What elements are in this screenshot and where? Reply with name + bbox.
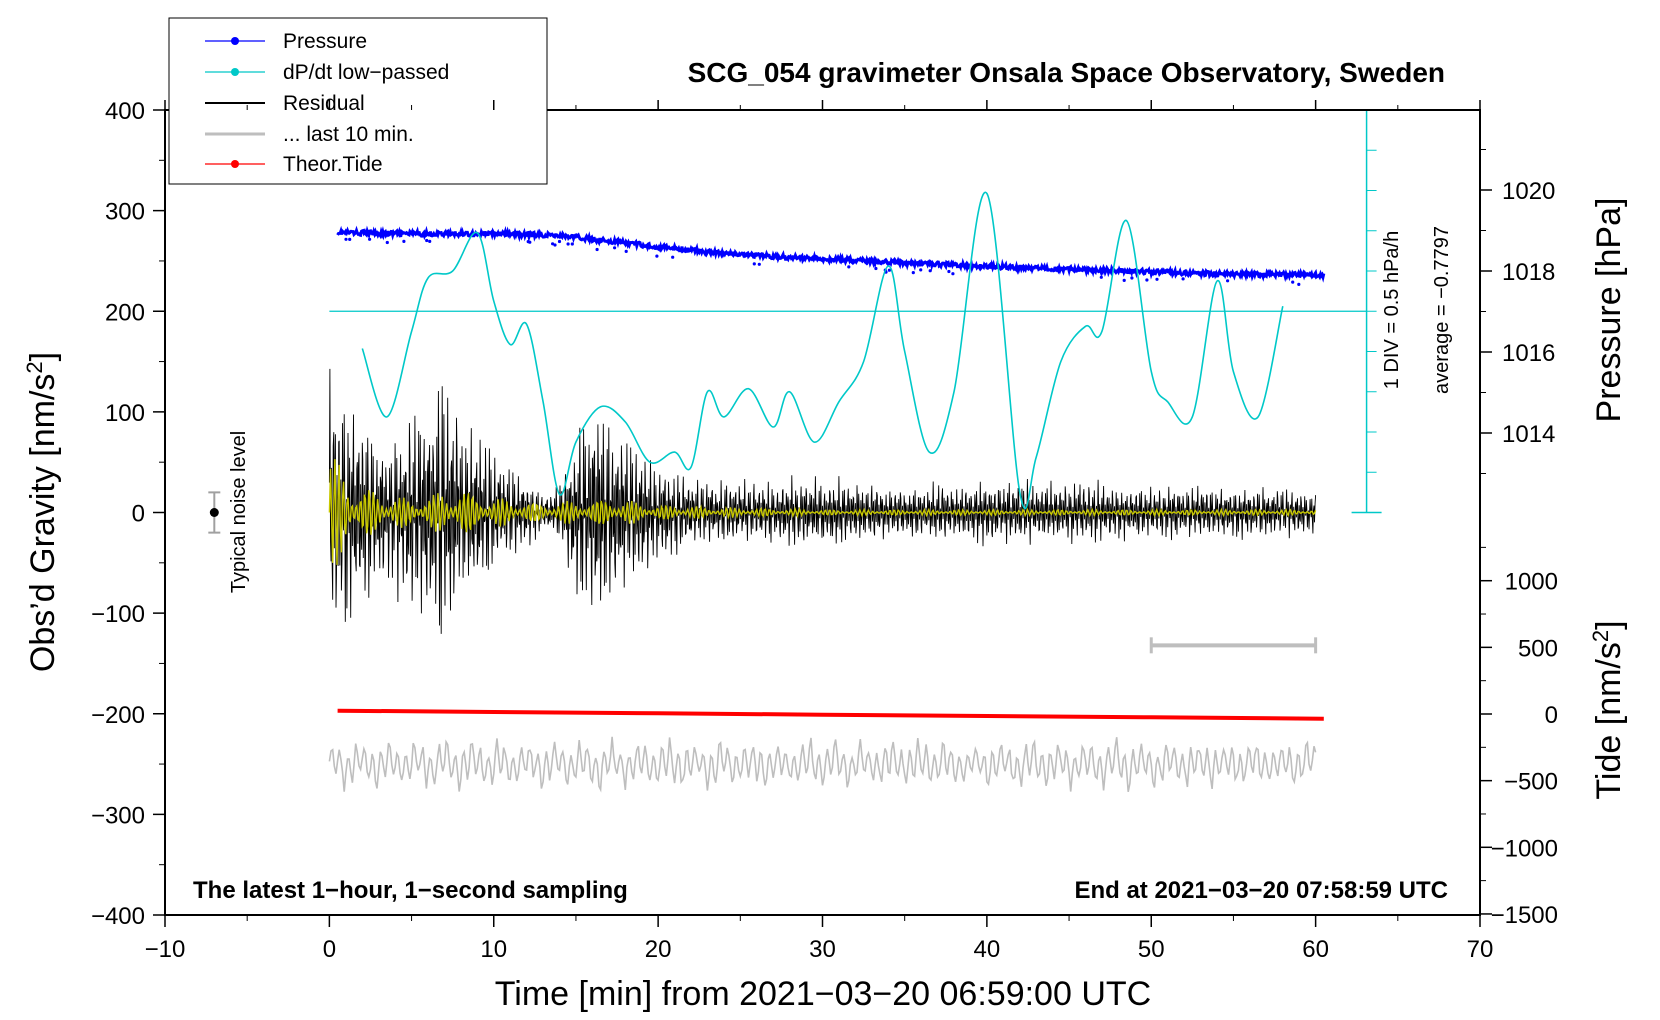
legend: Pressure dP/dt low−passed Residual ... l… bbox=[168, 17, 548, 185]
pressure-series bbox=[336, 225, 1326, 283]
pressure-point bbox=[911, 271, 915, 275]
pressure-point bbox=[887, 268, 892, 272]
pressure-point bbox=[428, 239, 432, 243]
residual-series bbox=[328, 368, 1317, 634]
pressure-point bbox=[385, 240, 389, 245]
noise-level-label: Typical noise level bbox=[228, 431, 250, 593]
pressure-point bbox=[595, 247, 599, 252]
x-tick-label: 20 bbox=[645, 936, 672, 963]
pressure-point bbox=[1297, 282, 1301, 286]
sampling-note: The latest 1−hour, 1−second sampling bbox=[193, 877, 628, 904]
y-left-tick-label: 200 bbox=[105, 299, 145, 326]
x-tick-label: 0 bbox=[323, 936, 336, 963]
y-left-tick-label: −300 bbox=[91, 802, 145, 829]
chart-title: SCG_054 gravimeter Onsala Space Observat… bbox=[688, 57, 1445, 88]
y-left-tick-label: −400 bbox=[91, 903, 145, 930]
y-tide-tick-label: 500 bbox=[1518, 635, 1558, 662]
pressure-point bbox=[566, 242, 570, 246]
pressure-point bbox=[1099, 275, 1103, 279]
legend-box bbox=[168, 17, 548, 185]
y-pressure-tick-label: 1020 bbox=[1502, 178, 1555, 205]
y-tide-tick-label: −1000 bbox=[1491, 835, 1558, 862]
pressure-point bbox=[757, 262, 761, 266]
y-tide-tick-label: −1500 bbox=[1491, 902, 1558, 929]
pressure-point bbox=[344, 237, 348, 241]
legend-entry-last10: ... last 10 min. bbox=[205, 123, 414, 146]
y-axis-label-pressure: Pressure [hPa] bbox=[1590, 198, 1628, 423]
x-tick-label: −10 bbox=[145, 936, 186, 963]
y-left-tick-label: 300 bbox=[105, 199, 145, 226]
tide-series bbox=[337, 708, 1324, 721]
x-tick-label: 70 bbox=[1467, 936, 1494, 963]
y-left-tick-label: 400 bbox=[105, 98, 145, 125]
pressure-point bbox=[1291, 280, 1295, 284]
noise-bar-dot bbox=[209, 508, 219, 517]
pressure-point bbox=[402, 239, 406, 243]
y-left-tick-label: 100 bbox=[105, 400, 145, 427]
pressure-point bbox=[1226, 279, 1230, 283]
y-tide-tick-label: 0 bbox=[1545, 702, 1558, 729]
filtered-residual-series bbox=[328, 459, 1317, 565]
pressure-point bbox=[624, 249, 628, 253]
pressure-point bbox=[874, 266, 878, 271]
pressure-point bbox=[919, 268, 923, 272]
end-time-note: End at 2021−03−20 07:58:59 UTC bbox=[1074, 877, 1448, 904]
legend-label-dpdt: dP/dt low−passed bbox=[283, 61, 449, 84]
legend-entry-tide: Theor.Tide bbox=[205, 153, 383, 176]
pressure-point bbox=[613, 246, 617, 250]
pressure-point bbox=[551, 242, 555, 246]
x-tick-label: 60 bbox=[1302, 936, 1329, 963]
pressure-point bbox=[1181, 277, 1185, 281]
y-left-tick-label: 0 bbox=[132, 501, 145, 528]
x-axis-label: Time [min] from 2021−03−20 06:59:00 UTC bbox=[495, 975, 1151, 1013]
pressure-point bbox=[947, 269, 951, 274]
pressure-point bbox=[951, 272, 955, 276]
x-tick-label: 50 bbox=[1138, 936, 1165, 963]
pressure-point bbox=[1122, 278, 1126, 282]
x-tick-label: 40 bbox=[974, 936, 1001, 963]
y-axis-label-left: Obs’d Gravity [nm/s2] bbox=[22, 352, 62, 672]
legend-entry-dpdt: dP/dt low−passed bbox=[205, 61, 449, 84]
pressure-point bbox=[368, 237, 372, 241]
y-tide-tick-label: 1000 bbox=[1505, 569, 1558, 596]
x-tick-label: 30 bbox=[809, 936, 836, 963]
pressure-point bbox=[570, 242, 574, 246]
pressure-point bbox=[526, 240, 530, 244]
legend-label-last10: ... last 10 min. bbox=[283, 123, 414, 146]
dpdt-scale-label: 1 DIV = 0.5 hPa/h bbox=[1381, 231, 1403, 389]
pressure-point bbox=[655, 254, 659, 258]
pressure-point bbox=[847, 265, 851, 269]
pressure-point bbox=[1155, 277, 1159, 281]
legend-label-residual: Residual bbox=[283, 92, 365, 115]
x-tick-label: 10 bbox=[480, 936, 507, 963]
dpdt-series bbox=[361, 191, 1284, 510]
pressure-point bbox=[348, 237, 352, 241]
y-tide-tick-label: −500 bbox=[1504, 769, 1558, 796]
y-pressure-tick-label: 1016 bbox=[1502, 340, 1555, 367]
legend-label-tide: Theor.Tide bbox=[283, 153, 383, 176]
last-10-min-series bbox=[328, 736, 1317, 793]
pressure-point bbox=[425, 238, 429, 243]
dpdt-average-label: average = −0.7797 bbox=[1431, 226, 1453, 394]
y-pressure-tick-label: 1018 bbox=[1502, 259, 1555, 286]
pressure-point bbox=[553, 243, 557, 247]
axes: −10 0 10 20 30 40 50 60 704003002001000−100−200−… bbox=[91, 98, 1558, 963]
y-pressure-tick-label: 1014 bbox=[1502, 421, 1555, 448]
legend-entry-pressure: Pressure bbox=[205, 30, 367, 53]
y-left-tick-label: −200 bbox=[91, 702, 145, 729]
pressure-point bbox=[1145, 278, 1149, 282]
pressure-point bbox=[671, 255, 675, 259]
y-axis-label-tide: Tide [nm/s2] bbox=[1588, 620, 1628, 799]
pressure-point bbox=[557, 239, 562, 244]
pressure-point bbox=[928, 269, 932, 273]
legend-entry-residual: Residual bbox=[205, 92, 365, 115]
pressure-point bbox=[1130, 276, 1134, 280]
pressure-point bbox=[752, 262, 756, 266]
legend-label-pressure: Pressure bbox=[283, 30, 367, 53]
y-left-tick-label: −100 bbox=[91, 601, 145, 628]
